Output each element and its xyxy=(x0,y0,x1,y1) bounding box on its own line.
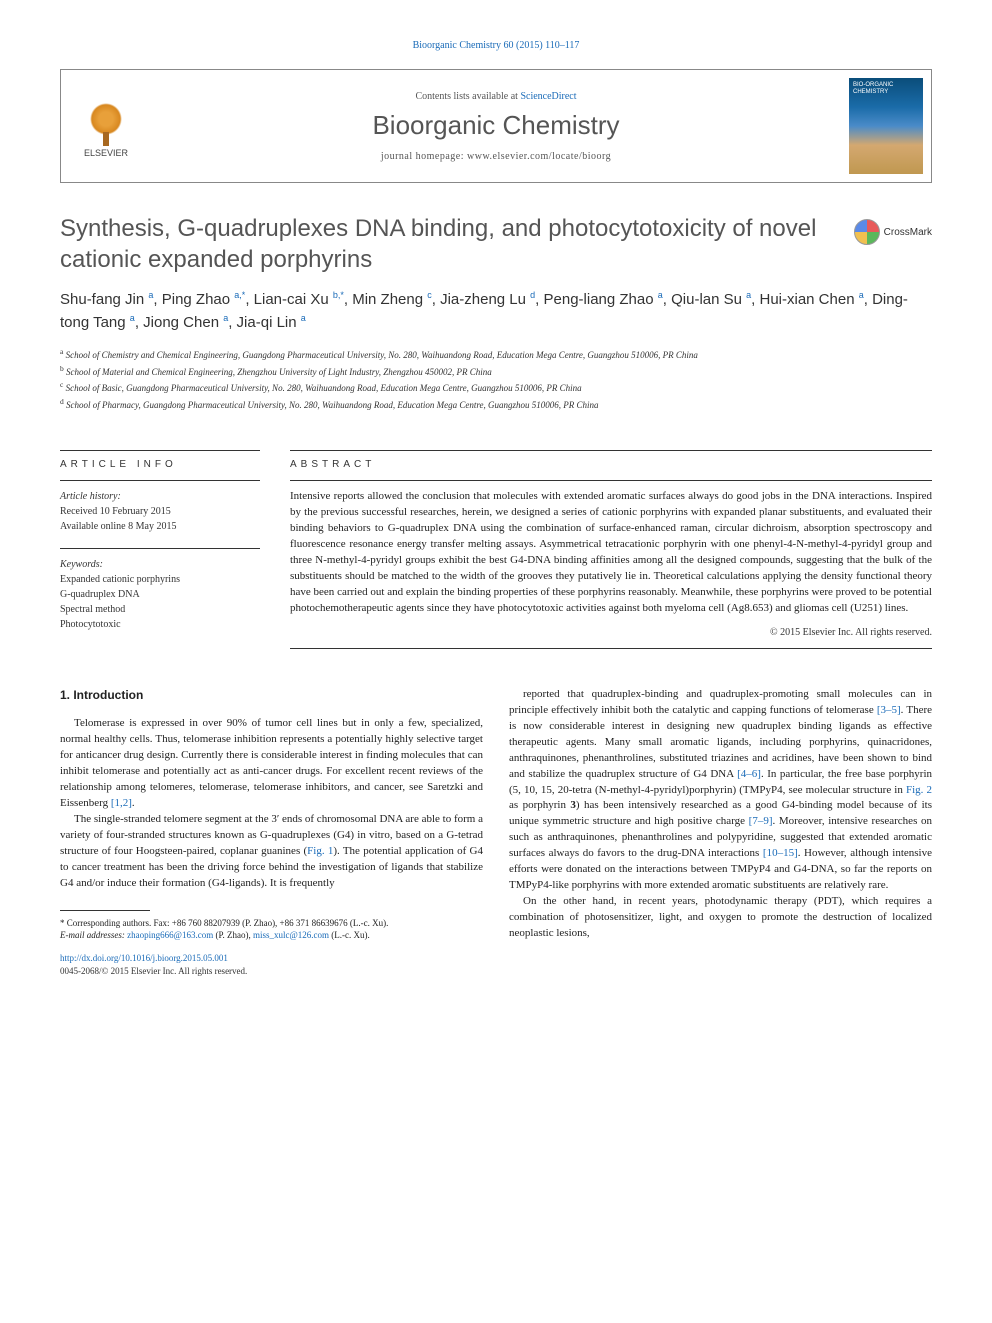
article-info-label: ARTICLE INFO xyxy=(60,459,260,470)
homepage-prefix: journal homepage: xyxy=(381,151,467,162)
col2-p2: On the other hand, in recent years, phot… xyxy=(509,894,932,942)
online-date: Available online 8 May 2015 xyxy=(60,519,260,534)
keyword: Spectral method xyxy=(60,602,260,617)
affiliations: a School of Chemistry and Chemical Engin… xyxy=(60,346,932,412)
col2-p1: reported that quadruplex-binding and qua… xyxy=(509,687,932,894)
keyword: Expanded cationic porphyrins xyxy=(60,572,260,587)
ref-link[interactable]: [1,2] xyxy=(111,797,132,809)
fig-link[interactable]: Fig. 1 xyxy=(307,845,333,857)
publisher-name: ELSEVIER xyxy=(81,148,131,158)
ref-link[interactable]: [4–6] xyxy=(737,768,761,780)
journal-title: Bioorganic Chemistry xyxy=(171,110,821,141)
contents-prefix: Contents lists available at xyxy=(415,91,520,102)
citation-line: Bioorganic Chemistry 60 (2015) 110–117 xyxy=(60,40,932,51)
doi-line: http://dx.doi.org/10.1016/j.bioorg.2015.… xyxy=(60,952,483,965)
affiliation-line: d School of Pharmacy, Guangdong Pharmace… xyxy=(60,396,932,413)
affiliation-line: b School of Material and Chemical Engine… xyxy=(60,363,932,380)
ref-link[interactable]: [7–9] xyxy=(749,815,773,827)
ref-link[interactable]: [10–15] xyxy=(763,847,798,859)
footnotes: * Corresponding authors. Fax: +86 760 88… xyxy=(60,917,483,942)
keyword: Photocytotoxic xyxy=(60,617,260,632)
received-date: Received 10 February 2015 xyxy=(60,504,260,519)
fig-link[interactable]: Fig. 2 xyxy=(906,784,932,796)
contents-available-line: Contents lists available at ScienceDirec… xyxy=(171,91,821,102)
journal-cover-thumbnail xyxy=(849,78,923,174)
body-column-left: 1. Introduction Telomerase is expressed … xyxy=(60,687,483,978)
abstract-column: ABSTRACT Intensive reports allowed the c… xyxy=(290,436,932,657)
body-column-right: reported that quadruplex-binding and qua… xyxy=(509,687,932,978)
abstract-copyright: © 2015 Elsevier Inc. All rights reserved… xyxy=(290,627,932,638)
homepage-url[interactable]: www.elsevier.com/locate/bioorg xyxy=(467,151,611,162)
email-line: E-mail addresses: zhaoping666@163.com (P… xyxy=(60,929,483,942)
keyword: G-quadruplex DNA xyxy=(60,587,260,602)
cover-thumbnail-col xyxy=(841,70,931,182)
crossmark-label: CrossMark xyxy=(884,227,932,238)
intro-p2: The single-stranded telomere segment at … xyxy=(60,812,483,892)
crossmark-icon xyxy=(854,219,880,245)
intro-heading: 1. Introduction xyxy=(60,687,483,704)
crossmark-badge[interactable]: CrossMark xyxy=(854,219,932,245)
doi-link[interactable]: http://dx.doi.org/10.1016/j.bioorg.2015.… xyxy=(60,953,228,963)
email-link-2[interactable]: miss_xulc@126.com xyxy=(253,930,329,940)
keywords-label: Keywords: xyxy=(60,557,260,572)
sciencedirect-link[interactable]: ScienceDirect xyxy=(520,91,576,102)
history-label: Article history: xyxy=(60,489,260,504)
affiliation-line: a School of Chemistry and Chemical Engin… xyxy=(60,346,932,363)
article-info-column: ARTICLE INFO Article history: Received 1… xyxy=(60,436,260,657)
intro-p1: Telomerase is expressed in over 90% of t… xyxy=(60,716,483,812)
abstract-label: ABSTRACT xyxy=(290,459,932,470)
email-link-1[interactable]: zhaoping666@163.com xyxy=(127,930,213,940)
journal-homepage: journal homepage: www.elsevier.com/locat… xyxy=(171,151,821,162)
abstract-text: Intensive reports allowed the conclusion… xyxy=(290,489,932,617)
publisher-logo-col: ELSEVIER xyxy=(61,70,151,182)
authors-list: Shu-fang Jin a, Ping Zhao a,*, Lian-cai … xyxy=(60,289,932,334)
journal-header: ELSEVIER Contents lists available at Sci… xyxy=(60,69,932,183)
corresponding-author-note: * Corresponding authors. Fax: +86 760 88… xyxy=(60,917,483,930)
issn-copyright: 0045-2068/© 2015 Elsevier Inc. All right… xyxy=(60,965,483,978)
affiliation-line: c School of Basic, Guangdong Pharmaceuti… xyxy=(60,379,932,396)
article-title: Synthesis, G-quadruplexes DNA binding, a… xyxy=(60,213,834,275)
ref-link[interactable]: [3–5] xyxy=(877,704,901,716)
elsevier-tree-icon xyxy=(81,94,131,144)
